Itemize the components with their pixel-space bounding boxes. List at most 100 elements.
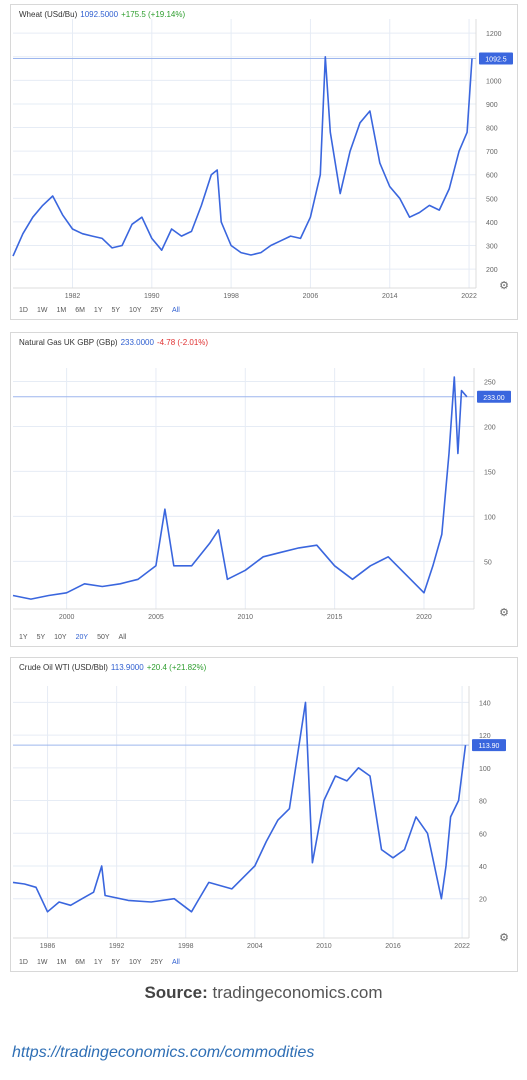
range-selector: 1Y 5Y 10Y 20Y 50Y All	[19, 634, 135, 641]
chart-header: Natural Gas UK GBP (GBp) 233.0000 -4.78 (-…	[19, 338, 208, 347]
y-tick-label: 40	[479, 864, 487, 871]
range-6m-button[interactable]: 6M	[75, 959, 85, 966]
gear-icon[interactable]: ⚙	[499, 280, 509, 292]
price-tag-label: 113.90	[479, 743, 500, 750]
y-tick-label: 120	[479, 733, 491, 740]
y-tick-label: 1200	[486, 31, 502, 38]
x-tick-label: 2022	[461, 293, 477, 300]
x-tick-label: 2020	[416, 614, 432, 621]
y-tick-label: 700	[486, 149, 498, 156]
chart-change: +20.4 (+21.82%)	[146, 663, 207, 672]
range-1d-button[interactable]: 1D	[19, 307, 28, 314]
x-tick-label: 2010	[237, 614, 253, 621]
chart-title: Natural Gas UK GBP (GBp)	[19, 338, 118, 347]
price-tag-box	[477, 390, 511, 403]
range-all-button[interactable]: All	[171, 959, 180, 966]
range-50y-button[interactable]: 50Y	[97, 634, 110, 641]
range-selector: 1D 1W 1M 6M 1Y 5Y 10Y 25Y All	[19, 959, 189, 966]
chart-change: -4.78 (-2.01%)	[156, 338, 209, 347]
y-tick-label: 100	[484, 514, 496, 521]
y-tick-label: 50	[484, 559, 492, 566]
chart-header: Crude Oil WTI (USD/Bbl) 113.9000 +20.4 (+2…	[19, 663, 206, 672]
y-tick-label: 80	[479, 799, 487, 806]
range-1y-button[interactable]: 1Y	[93, 307, 103, 314]
price-tag-label: 1092.5	[485, 57, 507, 64]
x-tick-label: 2016	[385, 943, 401, 950]
source-label: Source:	[144, 983, 208, 1002]
crude-oil-chart-panel: Crude Oil WTI (USD/Bbl) 113.9000 +20.4 (+2…	[10, 657, 518, 972]
gear-icon[interactable]: ⚙	[499, 607, 509, 619]
y-tick-label: 300	[486, 244, 498, 251]
range-10y-button[interactable]: 10Y	[54, 634, 67, 641]
range-25y-button[interactable]: 25Y	[150, 959, 163, 966]
x-tick-label: 2000	[59, 614, 75, 621]
series-line	[12, 376, 468, 600]
source-text: tradingeconomics.com	[212, 983, 383, 1002]
range-5y-button[interactable]: 5Y	[111, 959, 121, 966]
chart-price: 113.9000	[110, 663, 144, 672]
range-1w-button[interactable]: 1W	[36, 307, 48, 314]
x-tick-label: 1998	[223, 293, 239, 300]
natural-gas-line-chart[interactable]: 50 100 150 200 250 2000 2005 2010 2015 2020 233.00	[11, 333, 517, 646]
x-tick-label: 2022	[454, 943, 470, 950]
chart-change: +175.5 (+19.14%)	[121, 10, 186, 19]
range-10y-button[interactable]: 10Y	[129, 307, 142, 314]
y-tick-label: 250	[484, 379, 496, 386]
chart-title: Crude Oil WTI (USD/Bbl)	[19, 663, 108, 672]
y-tick-label: 500	[486, 196, 498, 203]
range-selector: 1D 1W 1M 6M 1Y 5Y 10Y 25Y All	[19, 307, 189, 314]
wheat-chart-panel: Wheat (USd/Bu) 1092.5000 +175.5 (+19.14%) …	[10, 4, 518, 320]
y-tick-label: 100	[479, 766, 491, 773]
y-tick-label: 600	[486, 173, 498, 180]
chart-price: 1092.5000	[80, 10, 119, 19]
x-tick-label: 2004	[247, 943, 263, 950]
x-tick-label: 1986	[40, 943, 56, 950]
range-1d-button[interactable]: 1D	[19, 959, 28, 966]
y-tick-label: 20	[479, 897, 487, 904]
x-tick-label: 1990	[144, 293, 160, 300]
y-tick-label: 800	[486, 126, 498, 133]
x-tick-label: 1982	[65, 293, 81, 300]
chart-header: Wheat (USd/Bu) 1092.5000 +175.5 (+19.14%)	[19, 10, 185, 19]
wheat-line-chart[interactable]: 2003004005006007008009001000110012001982…	[11, 5, 517, 319]
source-link[interactable]: https://tradingeconomics.com/commodities	[12, 1044, 315, 1061]
x-tick-label: 1998	[178, 943, 194, 950]
range-all-button[interactable]: All	[118, 634, 127, 641]
y-tick-label: 1000	[486, 78, 502, 85]
chart-title: Wheat (USd/Bu)	[19, 10, 78, 19]
range-6m-button[interactable]: 6M	[75, 307, 85, 314]
range-10y-button[interactable]: 10Y	[129, 959, 142, 966]
range-all-button[interactable]: All	[171, 307, 180, 314]
y-tick-label: 140	[479, 700, 491, 707]
x-tick-label: 1992	[109, 943, 125, 950]
price-tag-label: 233.00	[483, 395, 505, 402]
y-tick-label: 200	[484, 424, 496, 431]
range-1y-button[interactable]: 1Y	[19, 634, 28, 641]
price-tag-box	[479, 52, 513, 65]
x-tick-label: 2010	[316, 943, 332, 950]
chart-price: 233.0000	[120, 338, 154, 347]
y-tick-label: 60	[479, 831, 487, 838]
range-5y-button[interactable]: 5Y	[111, 307, 121, 314]
range-5y-button[interactable]: 5Y	[36, 634, 46, 641]
y-tick-label: 200	[486, 267, 498, 274]
range-25y-button[interactable]: 25Y	[150, 307, 163, 314]
range-20y-button[interactable]: 20Y	[75, 634, 89, 641]
source-caption: Source: tradingeconomics.com	[0, 983, 527, 1003]
range-1y-button[interactable]: 1Y	[93, 959, 103, 966]
x-tick-label: 2014	[382, 293, 398, 300]
crude-oil-line-chart[interactable]: 20 40 60 80 100 120 140 1986 1992 1998 2004 2010 201…	[11, 658, 517, 971]
series-line	[12, 56, 473, 257]
y-tick-label: 150	[484, 469, 496, 476]
x-tick-label: 2006	[303, 293, 319, 300]
range-1w-button[interactable]: 1W	[36, 959, 48, 966]
range-1m-button[interactable]: 1M	[56, 959, 67, 966]
natural-gas-chart-panel: Natural Gas UK GBP (GBp) 233.0000 -4.78 (-…	[10, 332, 518, 647]
y-tick-label: 400	[486, 220, 498, 227]
price-tag-box	[472, 739, 506, 752]
series-line	[12, 701, 467, 913]
range-1m-button[interactable]: 1M	[56, 307, 67, 314]
y-tick-label: 900	[486, 102, 498, 109]
x-tick-label: 2015	[327, 614, 343, 621]
gear-icon[interactable]: ⚙	[499, 932, 509, 944]
